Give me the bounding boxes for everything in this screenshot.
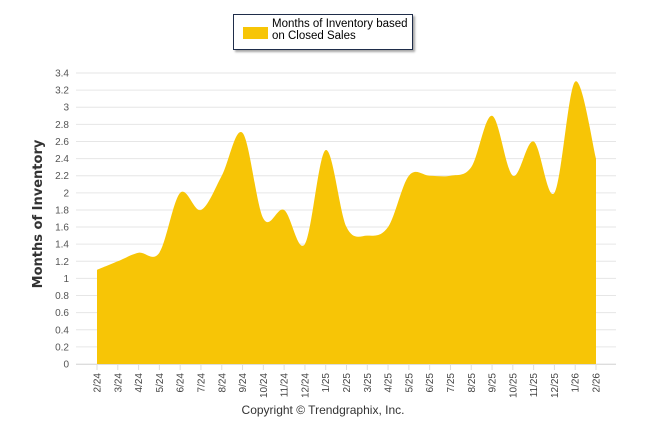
x-tick-label: 11/25 [529,373,540,398]
x-axis-ticks: 2/24 3/24 4/24 5/24 6/24 7/24 8/24 9/24 10/24 11/… [76,364,616,398]
x-tick-label: 6/25 [425,373,436,393]
y-tick-label: 1 [63,274,69,285]
y-tick-label: 3 [63,103,69,114]
y-tick-label: 1.2 [55,257,69,268]
x-tick-label: 1/26 [571,373,582,393]
y-tick-label: 0.4 [55,325,69,336]
x-tick-label: 5/24 [155,373,166,393]
x-tick-label: 9/24 [238,373,249,393]
y-tick-label: 0 [63,360,69,371]
copyright-footer: Copyright © Trendgraphix, Inc. [241,403,405,417]
y-tick-label: 2 [63,188,69,199]
y-axis-ticks: 0 0.2 0.4 0.6 0.8 1 1.2 1.4 1.6 1.8 2 2.2 2.4 2.6 2.8 3… [55,69,69,371]
x-tick-label: 4/24 [134,373,145,393]
y-tick-label: 1.4 [55,240,69,251]
legend-label-line-1: Months of Inventory based [272,18,408,30]
y-tick-label: 2.8 [55,120,69,131]
y-tick-label: 3.4 [55,69,69,80]
legend-label-line-2: on Closed Sales [272,30,356,42]
x-tick-label: 5/25 [404,373,415,393]
x-tick-label: 8/25 [467,373,478,393]
x-tick-label: 7/24 [196,373,207,393]
y-axis-label: Months of Inventory [31,139,46,288]
x-tick-label: 2/25 [342,373,353,393]
x-tick-label: 12/24 [300,373,311,398]
legend[interactable]: Months of Inventory based on Closed Sale… [233,14,413,50]
x-tick-label: 3/25 [363,373,374,393]
y-tick-label: 2.4 [55,154,69,165]
x-tick-label: 9/25 [488,373,499,393]
area-series: 2/24: 1.13/24: 1.24/24: 1.35/24: 1.36/24… [97,81,596,365]
y-tick-label: 2.6 [55,137,69,148]
y-tick-label: 2.2 [55,171,69,182]
area-fill [97,81,596,365]
x-tick-label: 11/24 [280,373,291,398]
legend-swatch [243,27,268,39]
x-tick-label: 7/25 [446,373,457,393]
y-tick-label: 1.8 [55,205,69,216]
x-tick-label: 8/24 [217,373,228,393]
x-tick-label: 2/24 [93,373,104,393]
y-tick-label: 0.8 [55,291,69,302]
x-tick-label: 3/24 [113,373,124,393]
x-tick-label: 4/25 [384,373,395,393]
x-tick-label: 10/25 [508,373,519,398]
y-tick-label: 3.2 [55,86,69,97]
x-tick-label: 6/24 [176,373,187,393]
x-tick-label: 1/25 [321,373,332,393]
y-tick-label: 0.2 [55,342,69,353]
y-tick-label: 0.6 [55,308,69,319]
y-tick-label: 1.6 [55,223,69,234]
x-tick-label: 2/26 [592,373,603,393]
legend-label: Months of Inventory based on Closed Sale… [272,18,412,42]
x-tick-label: 12/25 [550,373,561,398]
x-tick-label: 10/24 [259,373,270,398]
